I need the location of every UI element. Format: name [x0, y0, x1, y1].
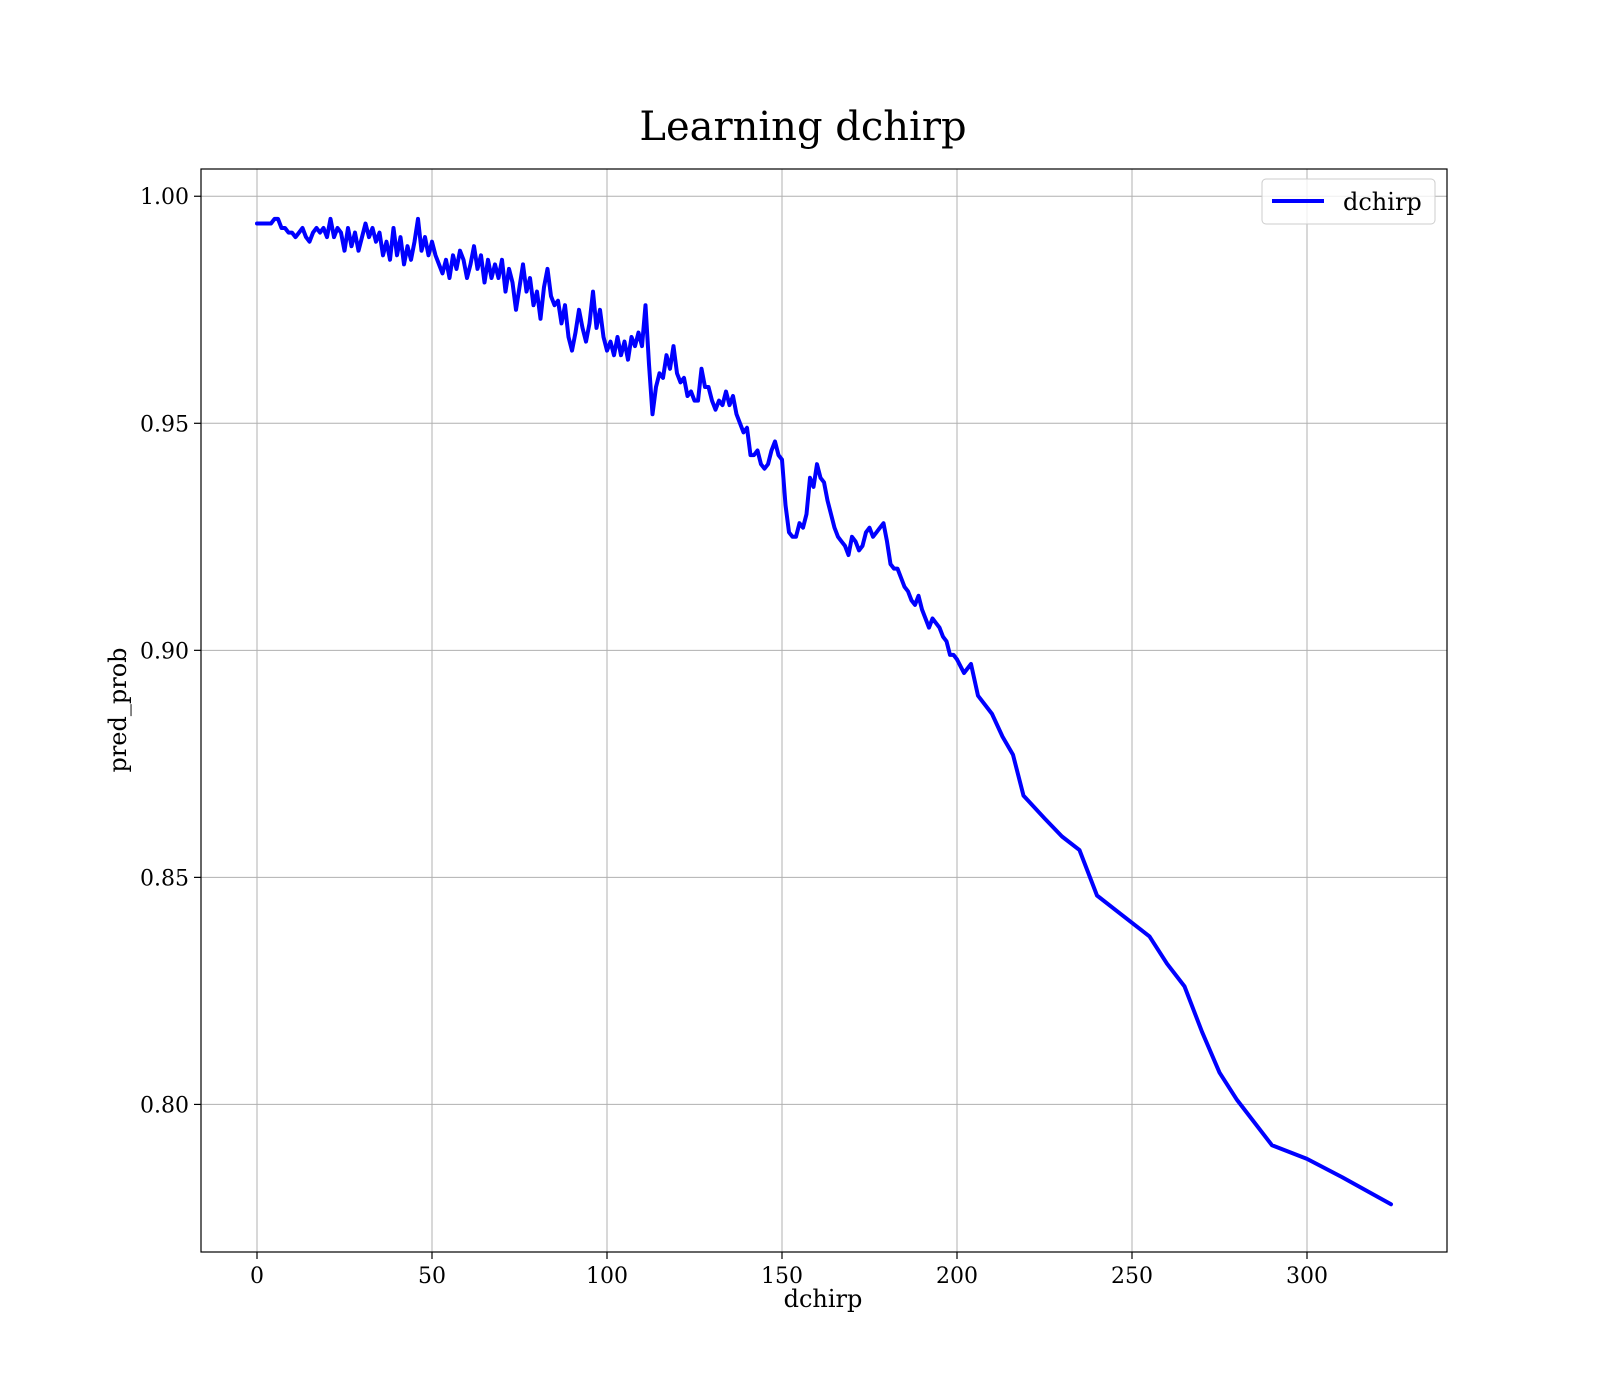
legend: dchirp [1261, 178, 1436, 225]
y-tick-label: 0.90 [140, 639, 189, 664]
x-axis-label: dchirp [784, 1285, 863, 1313]
legend-label-dchirp: dchirp [1343, 188, 1422, 216]
series-line-dchirp [255, 216, 1393, 1207]
y-tick-label: 0.85 [140, 866, 189, 891]
plot-frame [200, 168, 1448, 1253]
y-tick-label: 1.00 [140, 185, 189, 210]
x-tick-label: 0 [250, 1264, 264, 1289]
y-tick-label: 0.95 [140, 412, 189, 437]
chart-title: Learning dchirp [639, 104, 966, 150]
legend-box [1261, 178, 1436, 225]
x-tick-label: 250 [1111, 1264, 1153, 1289]
grid-lines [201, 169, 1447, 1252]
x-tick-label: 300 [1286, 1264, 1328, 1289]
x-tick-label: 50 [418, 1264, 446, 1289]
y-axis-label: pred_prob [104, 647, 132, 772]
x-tick-label: 200 [936, 1264, 978, 1289]
x-tick-label: 100 [586, 1264, 628, 1289]
y-tick-label: 0.80 [140, 1093, 189, 1118]
series-layer [255, 216, 1393, 1207]
axis-ticks: 0 50 100 150 200 250 300 0.80 0.85 0.90 0.95 1.00 [140, 185, 1328, 1289]
x-tick-label: 150 [761, 1264, 803, 1289]
